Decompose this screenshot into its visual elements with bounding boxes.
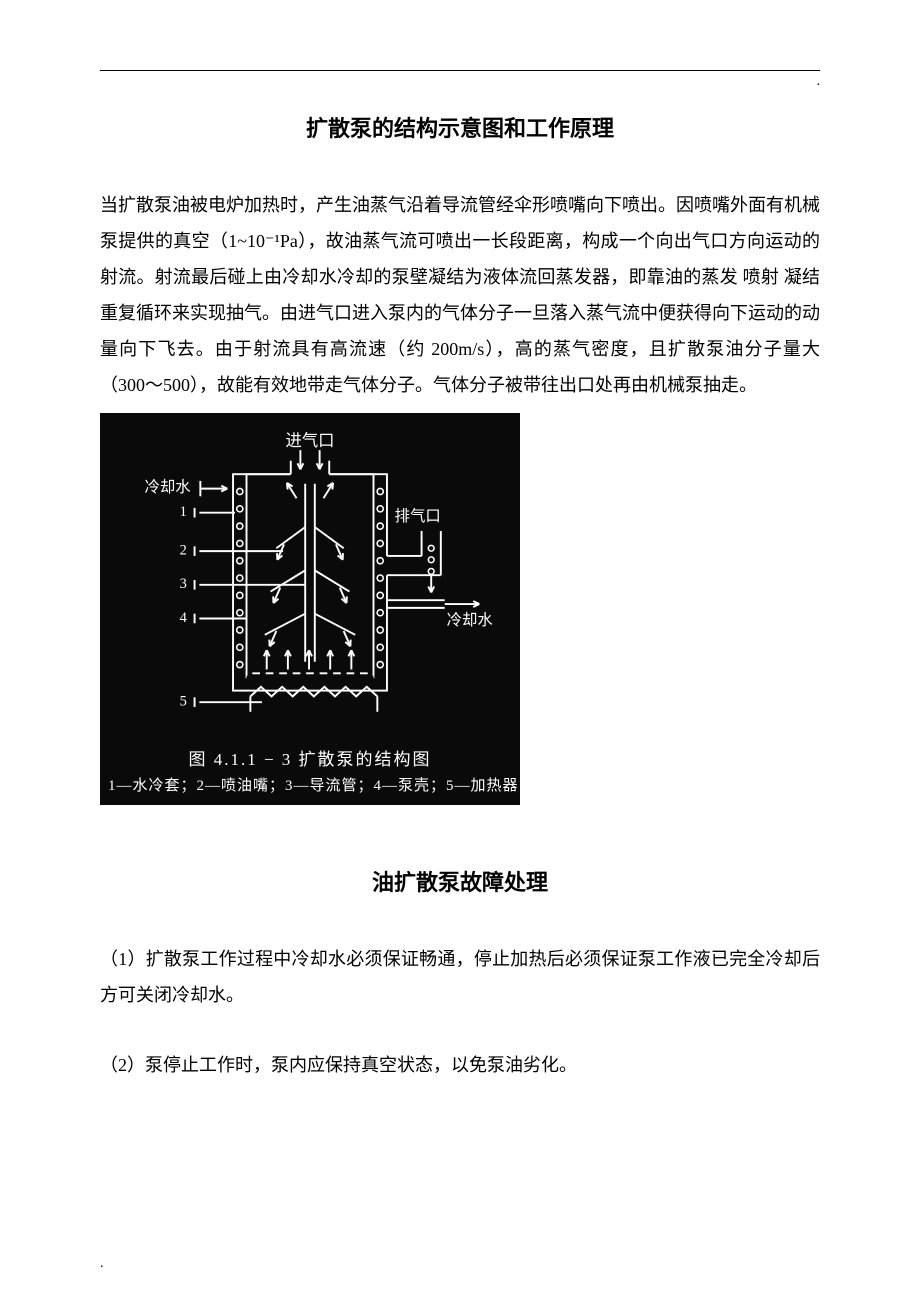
figure-block: 进气口冷却水12345排气口冷却水 图 4.1.1 − 3 扩散泵的结构图 1—…	[100, 413, 820, 805]
section-subtitle: 油扩散泵故障处理	[100, 865, 820, 897]
fault-item-1: （1）扩散泵工作过程中冷却水必须保证畅通，停止加热后必须保证泵工作液已完全冷却后…	[100, 941, 820, 1013]
svg-text:3: 3	[180, 576, 187, 592]
figure-legend: 1—水冷套；2—喷油嘴；3—导流管；4—泵壳；5—加热器	[108, 774, 512, 795]
intro-paragraph: 当扩散泵油被电炉加热时，产生油蒸气沿着导流管经伞形喷嘴向下喷出。因喷嘴外面有机械…	[100, 187, 820, 403]
svg-text:排气口: 排气口	[395, 507, 441, 525]
header-rule	[100, 70, 820, 71]
page-title: 扩散泵的结构示意图和工作原理	[100, 111, 820, 143]
fault-item-2: （2）泵停止工作时，泵内应保持真空状态，以免泵油劣化。	[100, 1047, 820, 1083]
diffusion-pump-svg: 进气口冷却水12345排气口冷却水	[108, 421, 512, 739]
svg-text:4: 4	[180, 610, 187, 626]
svg-text:5: 5	[180, 693, 187, 709]
figure-caption: 图 4.1.1 − 3 扩散泵的结构图	[108, 745, 512, 770]
footer-dot: .	[100, 1256, 104, 1272]
svg-text:进气口: 进气口	[285, 431, 334, 450]
svg-text:2: 2	[180, 542, 187, 558]
figure-diagram: 进气口冷却水12345排气口冷却水 图 4.1.1 − 3 扩散泵的结构图 1—…	[100, 413, 520, 805]
svg-text:1: 1	[180, 504, 187, 520]
svg-text:冷却水: 冷却水	[145, 478, 191, 496]
svg-text:冷却水: 冷却水	[447, 611, 493, 629]
